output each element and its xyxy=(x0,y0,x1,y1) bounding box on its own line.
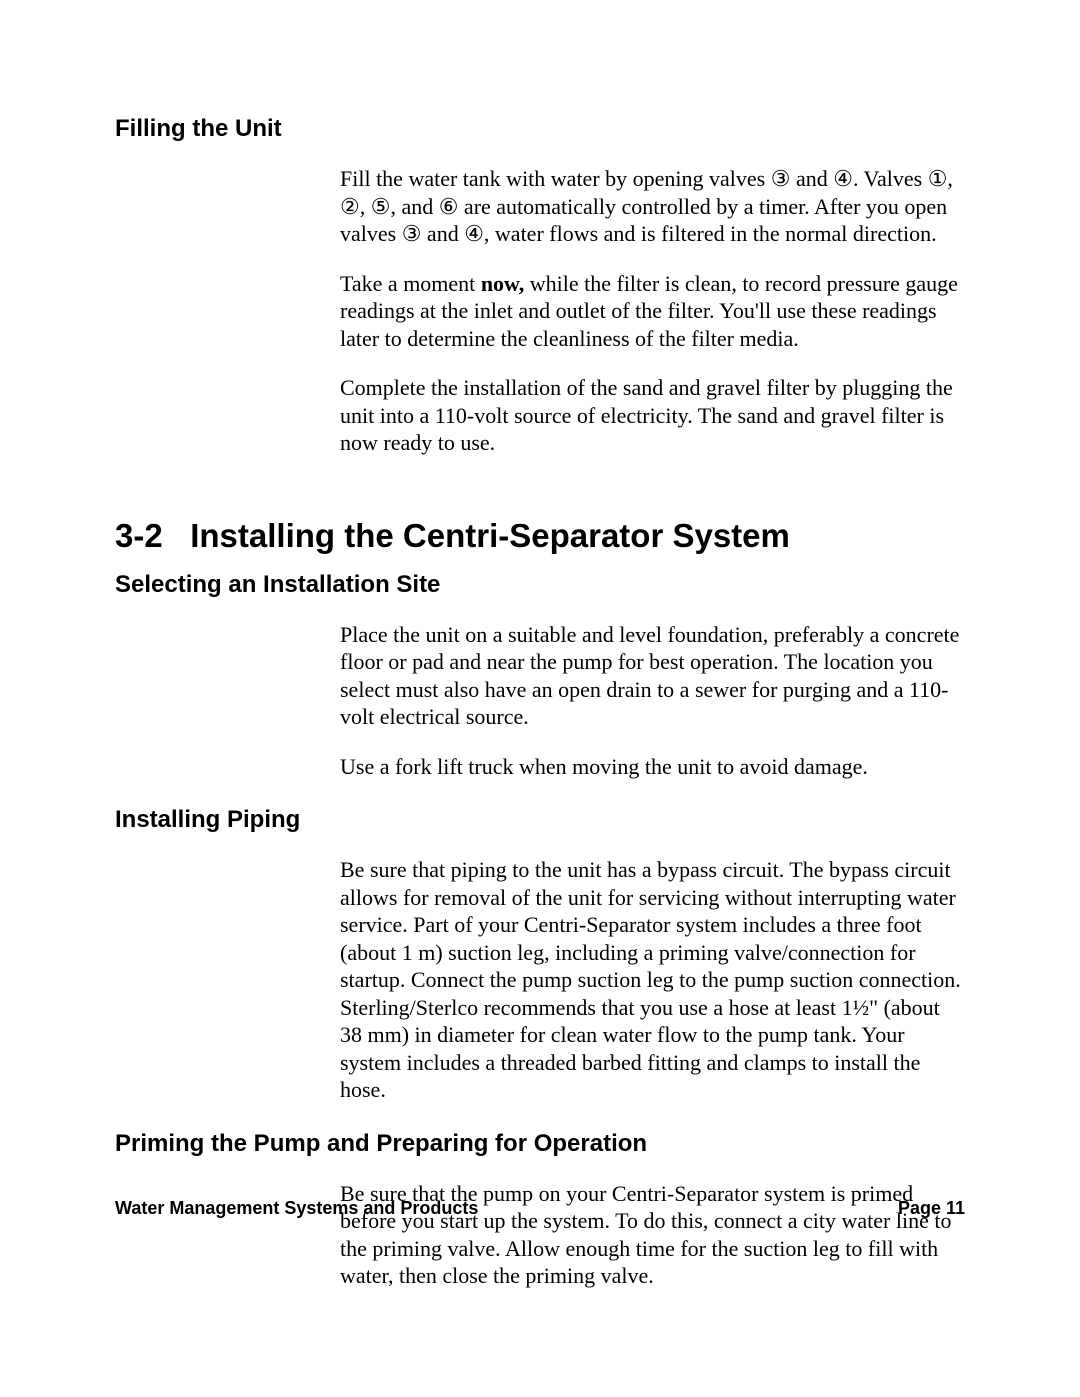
paragraph: Be sure that the pump on your Centri-Sep… xyxy=(340,1180,965,1290)
section-number: 3-2 xyxy=(115,517,163,554)
paragraph: Take a moment now, while the filter is c… xyxy=(340,270,965,353)
page: Filling the Unit Fill the water tank wit… xyxy=(0,0,1080,1397)
page-footer: Water Management Systems and Products Pa… xyxy=(0,1198,1080,1219)
paragraph: Fill the water tank with water by openin… xyxy=(340,165,965,248)
paragraph: Place the unit on a suitable and level f… xyxy=(340,621,965,731)
body-filling: Fill the water tank with water by openin… xyxy=(340,165,965,457)
body-priming: Be sure that the pump on your Centri-Sep… xyxy=(340,1180,965,1290)
body-piping: Be sure that piping to the unit has a by… xyxy=(340,856,965,1104)
heading-installing-piping: Installing Piping xyxy=(115,806,965,834)
text: Take a moment xyxy=(340,271,481,296)
footer-page-number: Page 11 xyxy=(898,1198,965,1219)
heading-installation-site: Selecting an Installation Site xyxy=(115,571,965,599)
section-title: Installing the Centri-Separator System xyxy=(190,517,790,554)
heading-priming-pump: Priming the Pump and Preparing for Opera… xyxy=(115,1130,965,1158)
paragraph: Use a fork lift truck when moving the un… xyxy=(340,753,965,781)
bold-text: now, xyxy=(481,271,524,296)
paragraph: Be sure that piping to the unit has a by… xyxy=(340,856,965,1104)
body-site: Place the unit on a suitable and level f… xyxy=(340,621,965,781)
footer-title: Water Management Systems and Products xyxy=(115,1198,478,1219)
heading-3-2: 3-2 Installing the Centri-Separator Syst… xyxy=(115,517,965,555)
heading-filling-the-unit: Filling the Unit xyxy=(115,115,965,143)
paragraph: Complete the installation of the sand an… xyxy=(340,374,965,457)
